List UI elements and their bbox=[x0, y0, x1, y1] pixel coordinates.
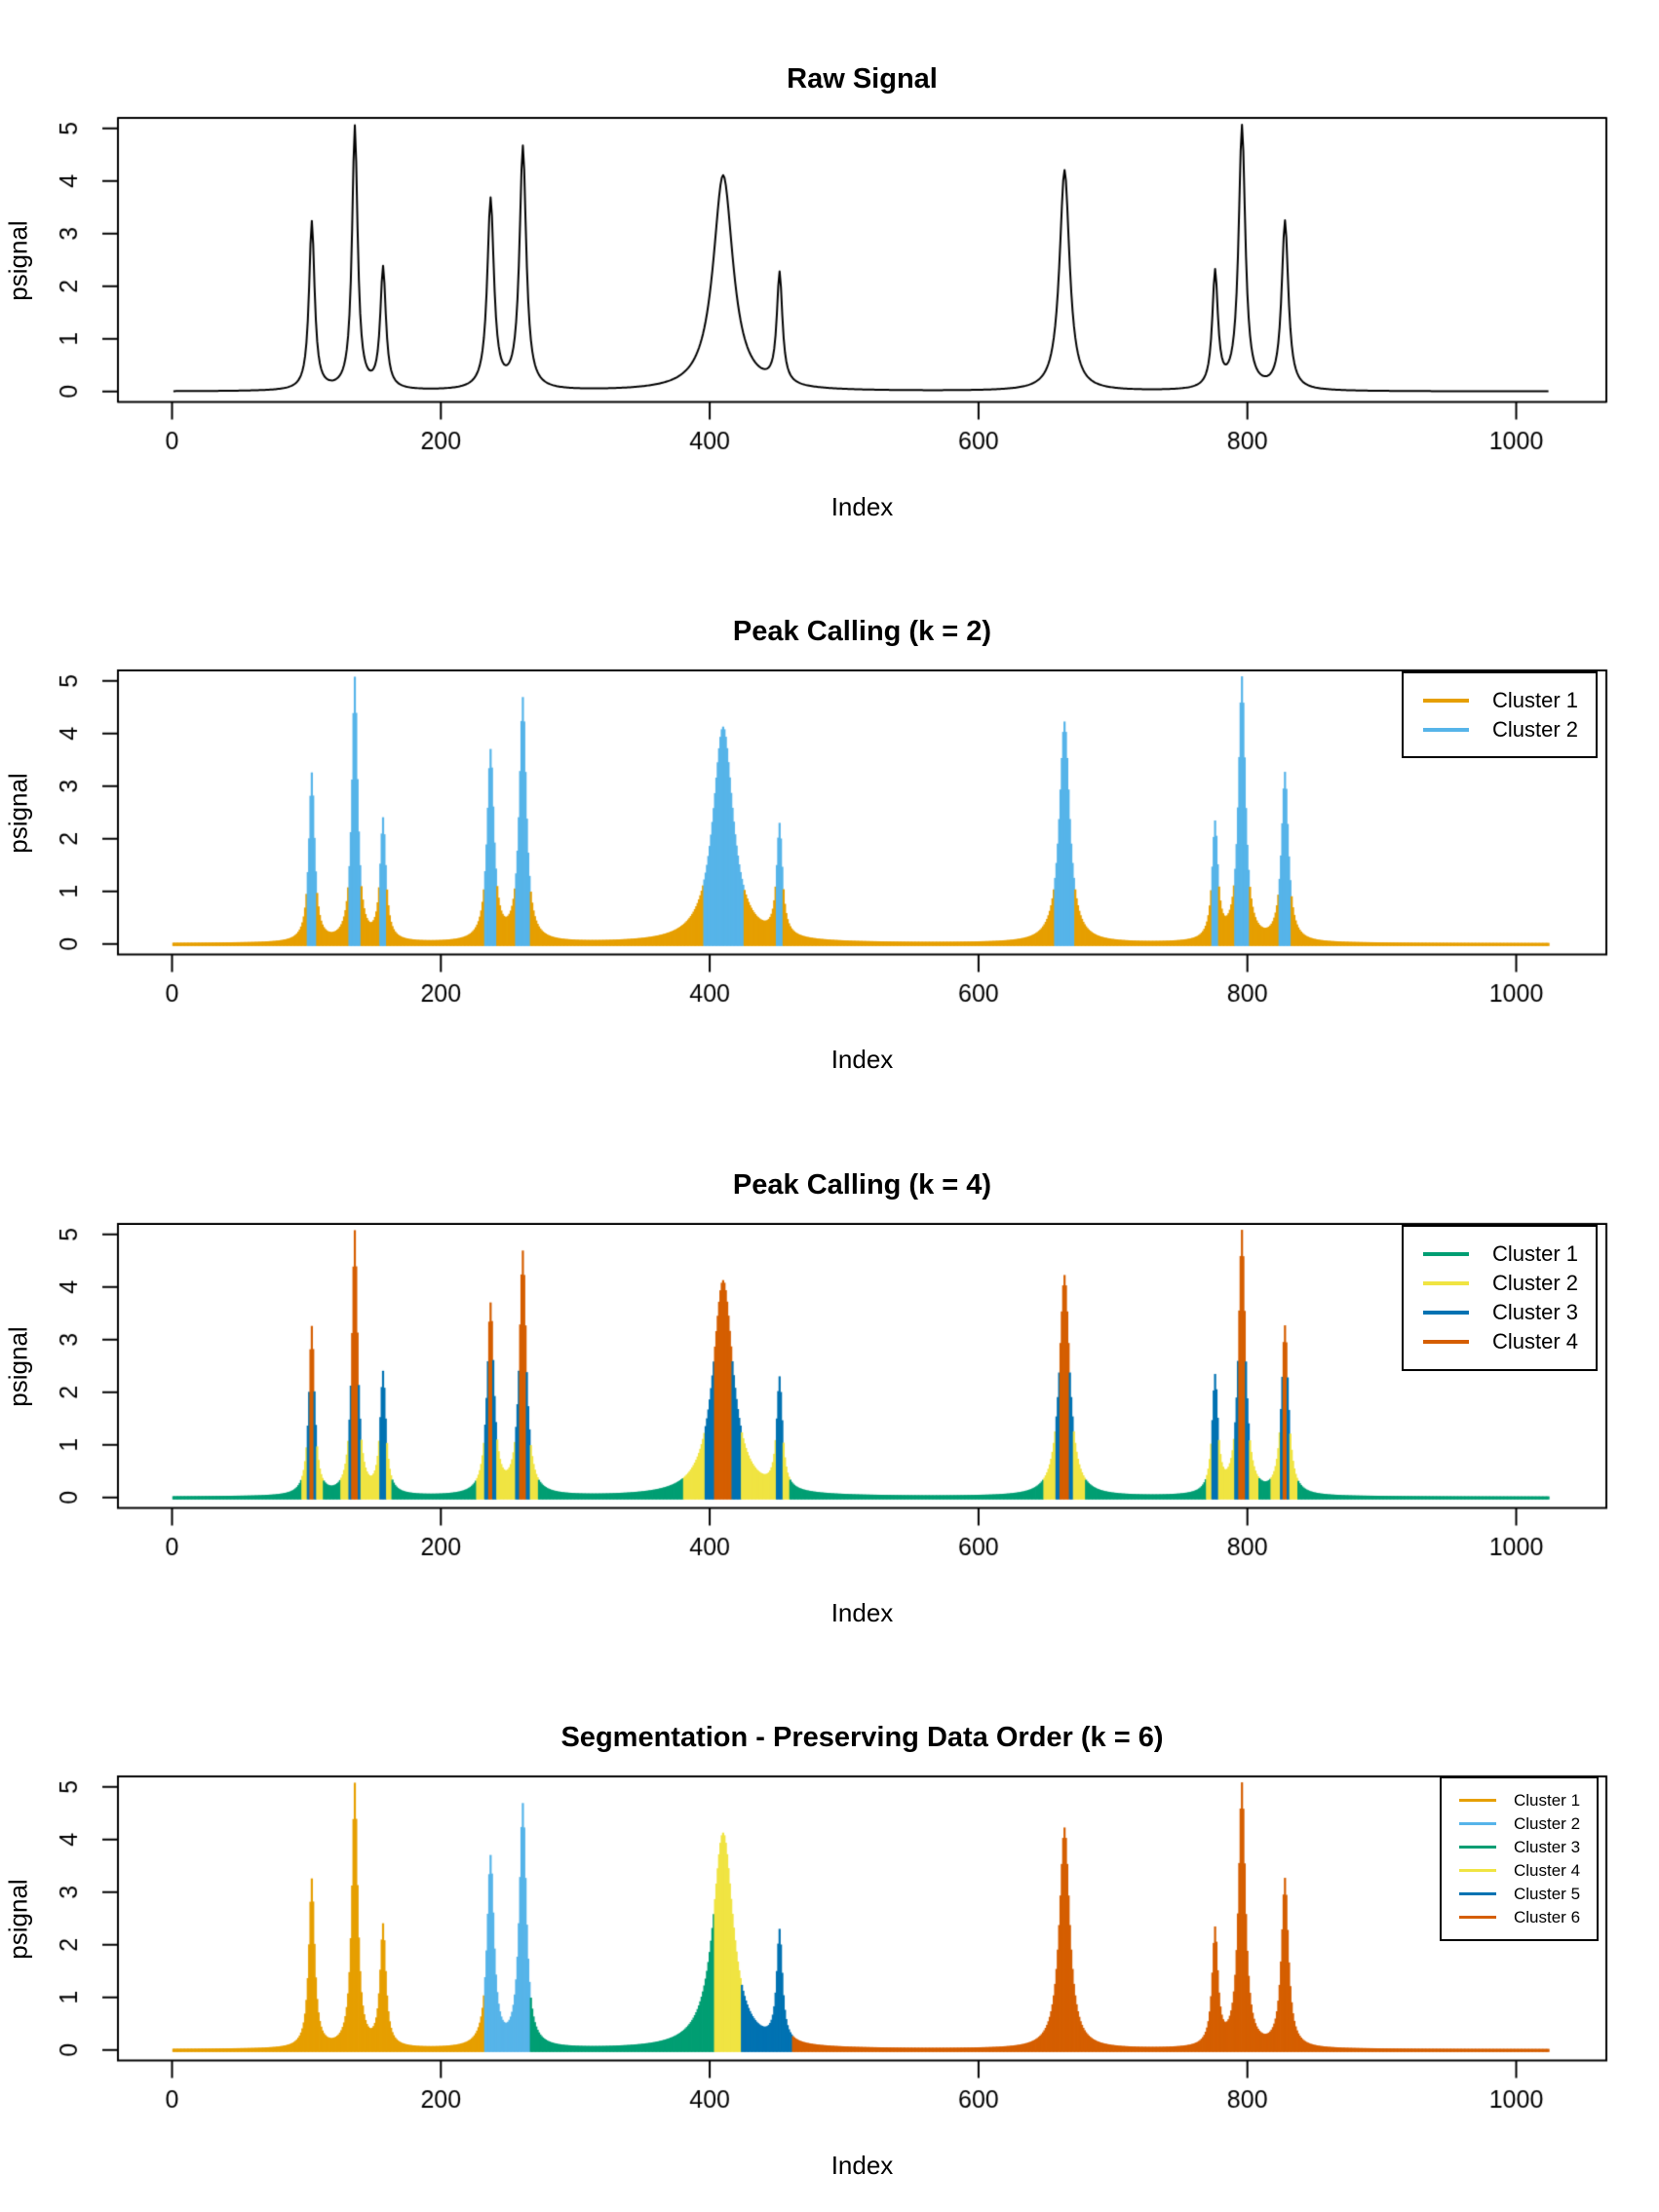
legend-row: Cluster 4 bbox=[1404, 1327, 1596, 1356]
legend-row: Cluster 3 bbox=[1404, 1298, 1596, 1327]
panel-title: Segmentation - Preserving Data Order (k … bbox=[560, 1722, 1164, 1753]
panel-peak-calling-k2: Peak Calling (k = 2) psignal Index Clust… bbox=[0, 553, 1659, 1106]
legend-line-sample bbox=[1459, 1846, 1496, 1849]
legend-row: Cluster 5 bbox=[1442, 1883, 1597, 1906]
legend-row: Cluster 2 bbox=[1404, 1269, 1596, 1298]
y-axis-label-wrap: psignal bbox=[0, 670, 37, 955]
panel-title: Peak Calling (k = 4) bbox=[732, 1169, 992, 1201]
legend-label: Cluster 2 bbox=[1492, 1271, 1579, 1295]
panel-segmentation-k6: Segmentation - Preserving Data Order (k … bbox=[0, 1659, 1659, 2212]
segmentation-k6-plot-canvas bbox=[0, 1659, 1659, 2212]
x-axis-label: Index bbox=[830, 2151, 894, 2180]
panel-raw-signal: Raw Signal psignal Index bbox=[0, 0, 1659, 553]
legend-row: Cluster 1 bbox=[1442, 1789, 1597, 1812]
x-axis-label: Index bbox=[830, 1045, 894, 1074]
legend-line-sample bbox=[1459, 1869, 1496, 1872]
legend-line-sample bbox=[1459, 1916, 1496, 1919]
y-axis-label: psignal bbox=[3, 1325, 33, 1407]
legend-line-sample bbox=[1459, 1822, 1496, 1825]
x-axis-label: Index bbox=[830, 1598, 894, 1627]
legend-label: Cluster 5 bbox=[1514, 1884, 1581, 1903]
legend-label: Cluster 1 bbox=[1514, 1790, 1581, 1810]
y-axis-label: psignal bbox=[3, 772, 33, 854]
legend-line-sample bbox=[1423, 727, 1469, 732]
x-axis-label: Index bbox=[830, 492, 894, 521]
legend-label: Cluster 6 bbox=[1514, 1907, 1581, 1926]
legend-line-sample bbox=[1423, 1340, 1469, 1344]
y-axis-label-wrap: psignal bbox=[0, 118, 37, 402]
legend: Cluster 1 Cluster 2 Cluster 3 Cluster 4 bbox=[1402, 1225, 1598, 1371]
legend-line-sample bbox=[1423, 1311, 1469, 1315]
y-axis-label-wrap: psignal bbox=[0, 1776, 37, 2061]
y-axis-label: psignal bbox=[3, 1878, 33, 1960]
legend-label: Cluster 2 bbox=[1492, 716, 1579, 742]
legend-label: Cluster 2 bbox=[1514, 1813, 1581, 1833]
legend-row: Cluster 2 bbox=[1442, 1812, 1597, 1836]
legend-row: Cluster 3 bbox=[1442, 1836, 1597, 1859]
legend: Cluster 1 Cluster 2 Cluster 3 Cluster 4 Clus… bbox=[1440, 1776, 1599, 1941]
legend-row: Cluster 6 bbox=[1442, 1906, 1597, 1929]
legend-line-sample bbox=[1459, 1892, 1496, 1895]
legend-line-sample bbox=[1423, 1281, 1469, 1285]
legend-row: Cluster 4 bbox=[1442, 1859, 1597, 1883]
legend: Cluster 1 Cluster 2 bbox=[1402, 671, 1598, 758]
legend-row: Cluster 1 bbox=[1404, 1239, 1596, 1269]
legend-label: Cluster 1 bbox=[1492, 687, 1579, 712]
legend-line-sample bbox=[1423, 1252, 1469, 1256]
peak-calling-k4-plot-canvas bbox=[0, 1106, 1659, 1659]
legend-label: Cluster 1 bbox=[1492, 1241, 1579, 1266]
legend-row: Cluster 1 bbox=[1404, 686, 1596, 715]
legend-row: Cluster 2 bbox=[1404, 715, 1596, 744]
panel-title: Peak Calling (k = 2) bbox=[732, 616, 992, 647]
panel-title: Raw Signal bbox=[787, 63, 938, 95]
legend-line-sample bbox=[1459, 1799, 1496, 1802]
raw-signal-plot-canvas bbox=[0, 0, 1659, 553]
legend-line-sample bbox=[1423, 698, 1469, 703]
legend-label: Cluster 4 bbox=[1492, 1329, 1579, 1354]
y-axis-label-wrap: psignal bbox=[0, 1224, 37, 1508]
legend-label: Cluster 4 bbox=[1514, 1860, 1581, 1880]
panel-peak-calling-k4: Peak Calling (k = 4) psignal Index Clust… bbox=[0, 1106, 1659, 1659]
legend-label: Cluster 3 bbox=[1514, 1837, 1581, 1856]
peak-calling-k2-plot-canvas bbox=[0, 553, 1659, 1106]
y-axis-label: psignal bbox=[3, 219, 33, 301]
legend-label: Cluster 3 bbox=[1492, 1300, 1579, 1324]
